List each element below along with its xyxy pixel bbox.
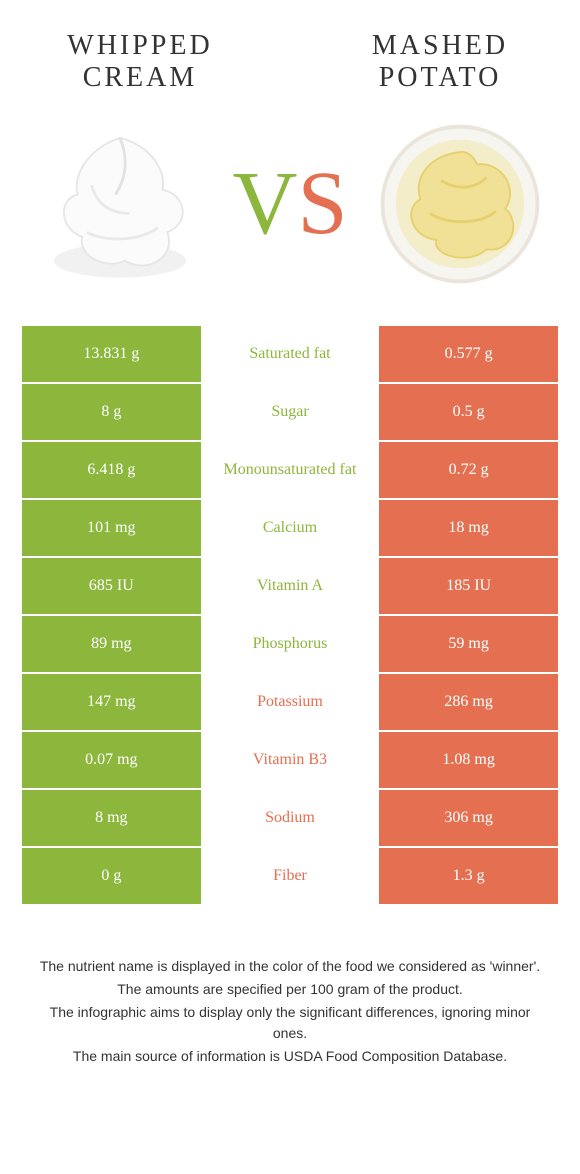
table-row: 8 gSugar0.5 g <box>22 383 558 441</box>
nutrient-label-cell: Sodium <box>201 789 380 847</box>
left-value-cell: 0 g <box>22 847 201 905</box>
nutrient-label-cell: Calcium <box>201 499 380 557</box>
nutrient-label-cell: Monounsaturated fat <box>201 441 380 499</box>
footnote-line: The main source of information is USDA F… <box>36 1046 544 1067</box>
whipped-cream-icon <box>30 114 210 294</box>
left-value-cell: 6.418 g <box>22 441 201 499</box>
left-value-cell: 147 mg <box>22 673 201 731</box>
right-value-cell: 1.3 g <box>379 847 558 905</box>
left-value-cell: 8 mg <box>22 789 201 847</box>
nutrient-label-cell: Phosphorus <box>201 615 380 673</box>
right-value-cell: 286 mg <box>379 673 558 731</box>
footnote-line: The amounts are specified per 100 gram o… <box>36 979 544 1000</box>
footnote-line: The nutrient name is displayed in the co… <box>36 956 544 977</box>
right-value-cell: 1.08 mg <box>379 731 558 789</box>
table-row: 685 IUVitamin A185 IU <box>22 557 558 615</box>
table-row: 6.418 gMonounsaturated fat0.72 g <box>22 441 558 499</box>
nutrient-label-cell: Saturated fat <box>201 325 380 383</box>
vs-label: VS <box>232 159 347 249</box>
vs-v: V <box>232 159 297 249</box>
nutrient-label-cell: Potassium <box>201 673 380 731</box>
right-value-cell: 306 mg <box>379 789 558 847</box>
vs-s: S <box>297 159 347 249</box>
nutrient-label-cell: Vitamin A <box>201 557 380 615</box>
left-value-cell: 8 g <box>22 383 201 441</box>
right-food-title: MASHED POTATO <box>340 30 540 94</box>
images-row: VS <box>0 104 580 324</box>
nutrient-label-cell: Vitamin B3 <box>201 731 380 789</box>
right-value-cell: 0.5 g <box>379 383 558 441</box>
left-value-cell: 101 mg <box>22 499 201 557</box>
comparison-table-wrap: 13.831 gSaturated fat0.577 g8 gSugar0.5 … <box>0 324 580 906</box>
left-title-line1: WHIPPED <box>67 30 212 61</box>
right-value-cell: 0.577 g <box>379 325 558 383</box>
table-row: 101 mgCalcium18 mg <box>22 499 558 557</box>
table-row: 8 mgSodium306 mg <box>22 789 558 847</box>
header-row: WHIPPED CREAM MASHED POTATO <box>0 0 580 104</box>
left-value-cell: 89 mg <box>22 615 201 673</box>
right-value-cell: 18 mg <box>379 499 558 557</box>
right-title-line1: MASHED <box>372 30 508 61</box>
right-value-cell: 59 mg <box>379 615 558 673</box>
nutrient-label-cell: Sugar <box>201 383 380 441</box>
comparison-table: 13.831 gSaturated fat0.577 g8 gSugar0.5 … <box>22 324 558 906</box>
left-value-cell: 685 IU <box>22 557 201 615</box>
left-food-title: WHIPPED CREAM <box>40 30 240 94</box>
mashed-potato-icon <box>370 114 550 294</box>
footnote-line: The infographic aims to display only the… <box>36 1002 544 1044</box>
left-value-cell: 0.07 mg <box>22 731 201 789</box>
nutrient-label-cell: Fiber <box>201 847 380 905</box>
table-row: 0.07 mgVitamin B31.08 mg <box>22 731 558 789</box>
right-title-line2: POTATO <box>379 62 502 93</box>
table-row: 0 gFiber1.3 g <box>22 847 558 905</box>
footnotes: The nutrient name is displayed in the co… <box>0 906 580 1067</box>
right-value-cell: 0.72 g <box>379 441 558 499</box>
left-title-line2: CREAM <box>83 62 198 93</box>
left-value-cell: 13.831 g <box>22 325 201 383</box>
table-row: 89 mgPhosphorus59 mg <box>22 615 558 673</box>
table-row: 147 mgPotassium286 mg <box>22 673 558 731</box>
right-value-cell: 185 IU <box>379 557 558 615</box>
table-row: 13.831 gSaturated fat0.577 g <box>22 325 558 383</box>
